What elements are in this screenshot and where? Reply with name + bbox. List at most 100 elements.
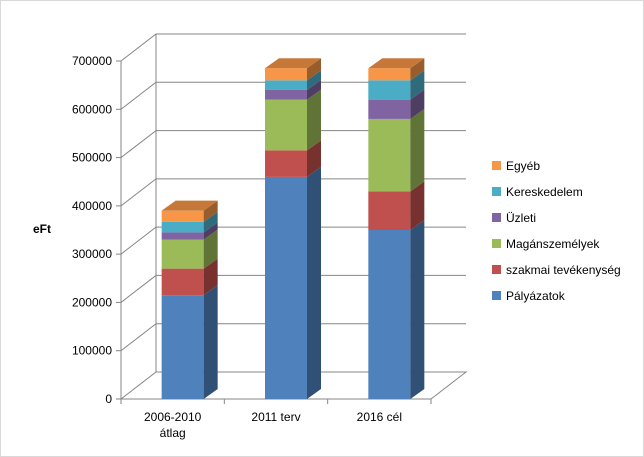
bar-front-face	[368, 191, 411, 230]
bar-segment	[161, 229, 218, 269]
bar-segment	[368, 58, 425, 81]
bar-side-face	[410, 70, 425, 100]
bar-front-face	[368, 80, 411, 100]
legend-item: szakmai tevékenység	[492, 263, 621, 277]
bar-side-face	[410, 89, 425, 119]
legend-label: Egyéb	[506, 159, 540, 173]
bar-stack	[265, 58, 321, 399]
legend-label: Üzleti	[506, 211, 536, 225]
bar-stacks	[161, 58, 425, 399]
bar-segment	[161, 285, 218, 399]
y-tick-label: 300000	[72, 247, 112, 261]
bar-front-face	[265, 89, 307, 100]
legend-swatch	[492, 161, 501, 170]
legend-swatch	[492, 213, 501, 222]
bar-side-face	[307, 79, 321, 100]
bar-side-face	[307, 166, 321, 399]
legend-item: Egyéb	[492, 159, 540, 173]
legend-swatch	[492, 265, 501, 274]
bar-side-face	[410, 108, 425, 192]
legend-label: Magánszemélyek	[506, 237, 600, 251]
bar-top-face	[265, 58, 321, 69]
bar-segment	[265, 58, 321, 81]
y-tick-label: 600000	[72, 102, 112, 116]
y-axis-label: eFt	[33, 222, 51, 236]
bar-front-face	[368, 68, 411, 81]
legend-item: Kereskedelem	[492, 185, 583, 199]
bar-front-face	[161, 221, 204, 233]
bar-segment	[265, 79, 321, 100]
y-tick-label: 100000	[72, 344, 112, 358]
legend-item: Üzleti	[492, 211, 536, 225]
x-category-label: 2011 terv	[251, 410, 300, 424]
bar-stack	[368, 58, 425, 399]
bar-front-face	[161, 210, 204, 222]
legend-item: Magánszemélyek	[492, 237, 600, 251]
bar-side-face	[203, 258, 218, 296]
bar-front-face	[265, 99, 307, 151]
y-tick-label: 0	[105, 392, 112, 406]
bar-front-face	[265, 68, 307, 81]
gridline	[120, 130, 466, 158]
bar-top-face	[161, 200, 218, 211]
bar-side-face	[307, 89, 321, 151]
bar-side-face	[203, 285, 218, 399]
bar-segment	[368, 89, 425, 119]
legend-label: szakmai tevékenység	[506, 263, 621, 277]
gridline	[120, 226, 466, 255]
bar-side-face	[410, 220, 425, 399]
y-axis: 0 100000 200000 300000 400000 500000 600000 700…	[72, 54, 122, 406]
bar-front-face	[161, 232, 204, 240]
legend: Egyéb Kereskedelem Üzleti Magánszemélyek sza…	[492, 159, 621, 303]
x-category-label: 2016 cél	[357, 410, 402, 424]
bar-segment	[161, 222, 218, 240]
bar-segment	[368, 108, 425, 192]
bar-front-face	[265, 176, 307, 399]
y-tick-label: 200000	[72, 295, 112, 309]
gridline	[120, 81, 466, 110]
x-category-label: átlag	[160, 426, 186, 440]
y-tick-label: 400000	[72, 199, 112, 213]
bar-front-face	[265, 80, 307, 90]
bar-segment	[265, 70, 321, 90]
bar-side-face	[307, 70, 321, 90]
bar-front-face	[161, 268, 204, 296]
bar-stack	[161, 200, 218, 399]
bar-front-face	[368, 99, 411, 119]
bar-segment	[161, 258, 218, 296]
bar-front-face	[265, 150, 307, 177]
bar-side-face	[410, 58, 425, 81]
bar-side-face	[307, 58, 321, 81]
legend-label: Pályázatok	[506, 289, 566, 303]
bar-front-face	[368, 230, 411, 399]
legend-swatch	[492, 187, 501, 196]
bar-side-face	[203, 200, 218, 222]
bar-segment	[368, 181, 425, 230]
bar-side-face	[203, 211, 218, 233]
gridlines	[120, 33, 466, 352]
bar-front-face	[368, 118, 411, 192]
gridline	[120, 178, 466, 207]
gridline	[120, 323, 466, 352]
y-tick-label: 700000	[72, 54, 112, 68]
bar-top-face	[368, 58, 425, 69]
bar-segment	[161, 200, 218, 222]
y-tick-label: 500000	[72, 151, 112, 165]
x-category-label: 2006-2010	[144, 410, 202, 424]
bar-segment	[265, 89, 321, 151]
x-axis: 2006-2010 átlag 2011 terv 2016 cél	[120, 398, 432, 440]
bar-side-face	[307, 140, 321, 177]
bar-front-face	[161, 239, 204, 269]
legend-swatch	[492, 239, 501, 248]
bar-front-face	[161, 295, 204, 399]
bar-segment	[265, 140, 321, 177]
gridline	[120, 33, 466, 62]
legend-label: Kereskedelem	[506, 185, 583, 199]
legend-swatch	[492, 291, 501, 300]
bar-segment	[161, 211, 218, 233]
gridline	[120, 274, 466, 303]
bar-segment	[265, 166, 321, 399]
bar-side-face	[203, 222, 218, 240]
